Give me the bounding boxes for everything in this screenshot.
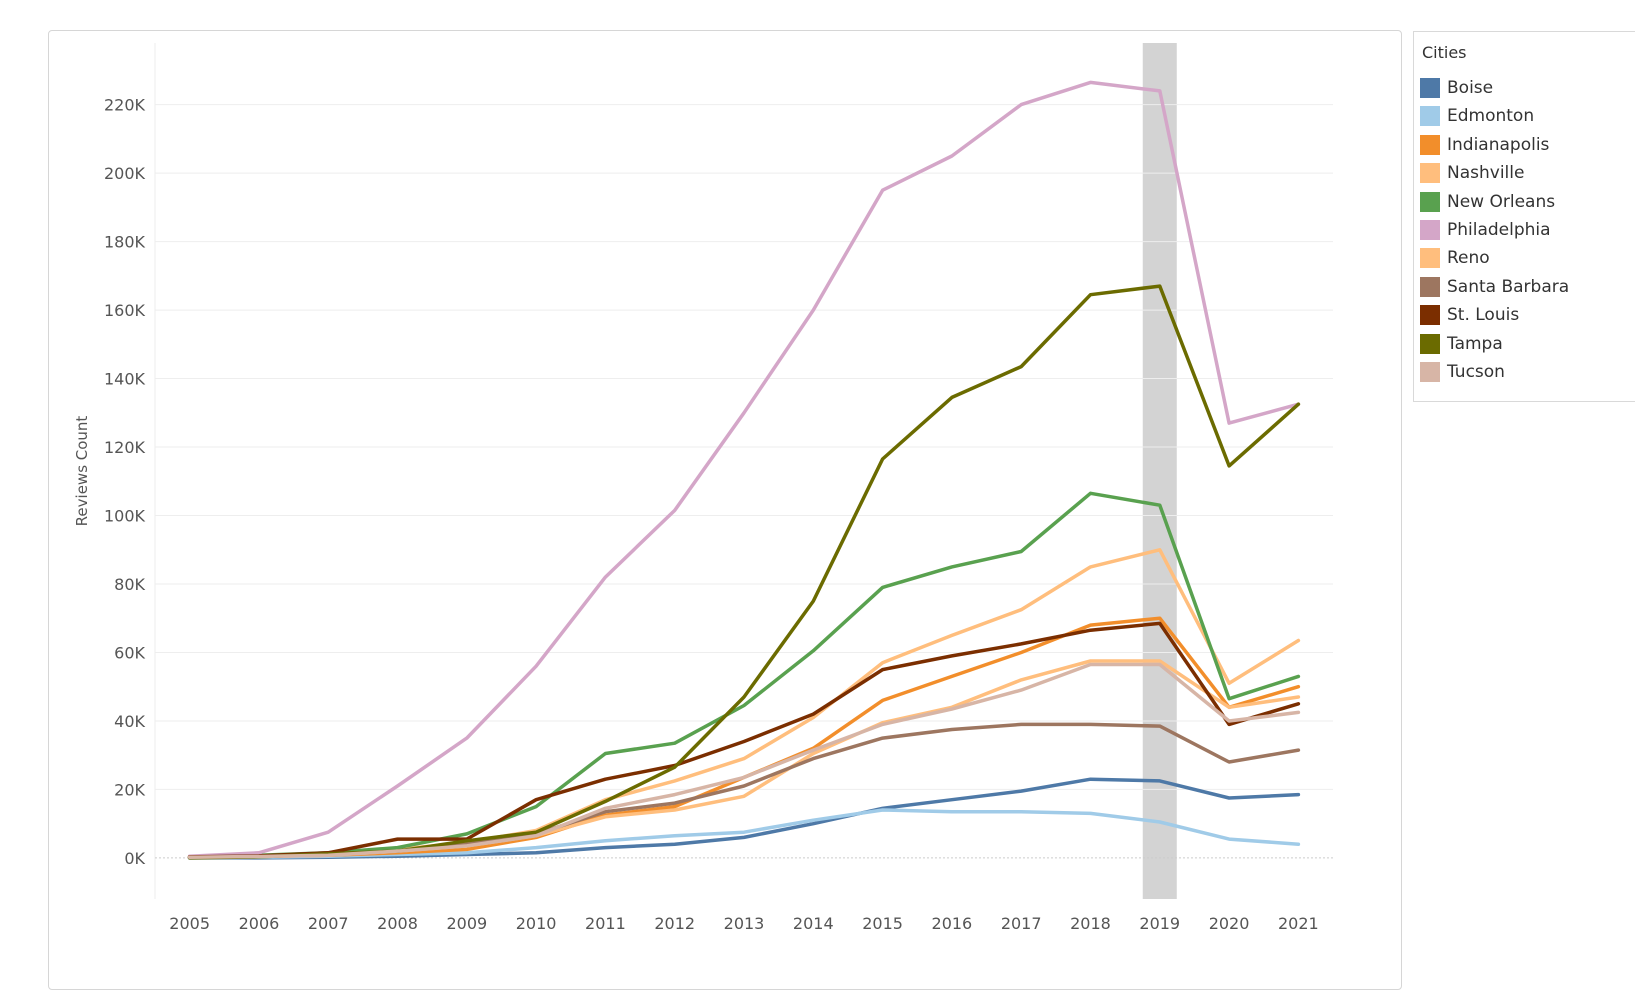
series-line-tucson[interactable] [187,662,1301,859]
legend-swatch [1420,78,1440,98]
legend-label: New Orleans [1447,191,1556,212]
legend-label: Nashville [1447,163,1525,184]
y-axis: 0K 20K 40K 60K 80K 100K 120K 140K 160K 180K 200K 22… [104,96,146,868]
x-tick-label: 2019 [1139,914,1180,933]
x-tick-label: 2007 [308,914,349,933]
legend-label: Indianapolis [1447,134,1550,155]
y-tick-label: 220K [104,96,146,115]
legend-swatch [1420,106,1440,127]
legend-title: Cities [1422,43,1467,62]
x-tick-label: 2018 [1070,914,1111,933]
x-tick-label: 2010 [516,914,557,933]
series-line-st-louis[interactable] [187,621,1301,859]
line-chart: 0K 20K 40K 60K 80K 100K 120K 140K 160K 180K 200K 22… [73,43,1333,933]
legend-label: Edmonton [1447,106,1535,127]
x-tick-label: 2011 [585,914,626,933]
x-tick-label: 2014 [793,914,834,933]
y-tick-label: 80K [114,575,145,594]
legend-swatch [1420,362,1440,382]
series-lines [187,80,1301,860]
x-tick-label: 2013 [724,914,765,933]
x-tick-label: 2006 [239,914,280,933]
legend-label: Philadelphia [1447,220,1551,240]
legend-label: Boise [1447,78,1494,98]
y-tick-label: 100K [104,507,146,526]
y-tick-label: 120K [104,438,146,457]
x-tick-label: 2017 [1001,914,1042,933]
y-tick-label: 20K [114,780,145,799]
legend-label: Tucson [1447,362,1505,382]
y-tick-label: 200K [104,164,146,183]
y-axis-title: Reviews Count [73,416,91,527]
legend-swatch [1420,191,1440,212]
series-line-new-orleans[interactable] [187,491,1301,859]
y-tick-label: 60K [114,643,145,662]
legend-swatch [1420,305,1440,326]
y-tick-label: 40K [114,712,145,731]
legend-swatch [1420,276,1440,297]
legend-panel: Cities Boise Edmonton Indianapolis Nashvill… [1413,31,1635,402]
highlight-band-layer [1142,43,1177,899]
x-tick-label: 2005 [169,914,210,933]
x-tick-label: 2008 [377,914,418,933]
series-line-philadelphia[interactable] [187,80,1301,858]
x-tick-label: 2021 [1278,914,1319,933]
legend-swatch [1420,134,1440,155]
series-line-indianapolis[interactable] [187,616,1301,859]
x-tick-label: 2009 [446,914,487,933]
highlight-band [1142,43,1177,899]
legend-swatch [1420,220,1440,240]
chart-panel: 0K 20K 40K 60K 80K 100K 120K 140K 160K 180K 200K 22… [48,30,1402,990]
x-tick-label: 2015 [862,914,903,933]
x-tick-label: 2012 [654,914,695,933]
x-axis: 2005 2006 2007 2008 2009 2010 2011 2012 2013 2014… [169,914,1318,933]
legend-swatch [1420,163,1440,184]
series-line-tampa[interactable] [187,284,1301,860]
y-tick-label: 160K [104,301,146,320]
y-tick-label: 0K [124,849,145,868]
legend-swatch [1420,333,1440,354]
y-tick-label: 140K [104,370,146,389]
legend-label: Santa Barbara [1447,276,1570,297]
x-tick-label: 2020 [1209,914,1250,933]
legend-label: Reno [1447,248,1490,269]
gridlines [154,43,1333,899]
y-tick-label: 180K [104,233,146,252]
x-tick-label: 2016 [932,914,973,933]
legend-label: Tampa [1447,333,1503,354]
legend-swatch [1420,248,1440,269]
legend-label: St. Louis [1447,305,1520,326]
